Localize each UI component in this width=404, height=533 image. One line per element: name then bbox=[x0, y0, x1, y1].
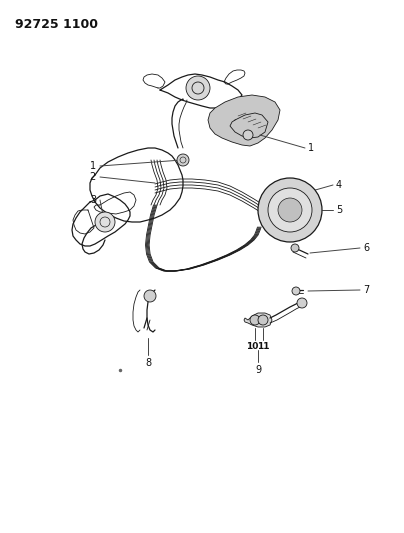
Text: 9: 9 bbox=[255, 365, 261, 375]
Circle shape bbox=[258, 178, 322, 242]
Text: 6: 6 bbox=[363, 243, 369, 253]
Circle shape bbox=[250, 315, 260, 325]
Text: 2: 2 bbox=[90, 172, 96, 182]
Text: 5: 5 bbox=[336, 205, 342, 215]
Text: 10: 10 bbox=[246, 342, 258, 351]
Circle shape bbox=[177, 154, 189, 166]
Circle shape bbox=[297, 298, 307, 308]
Text: 7: 7 bbox=[363, 285, 369, 295]
Circle shape bbox=[95, 212, 115, 232]
Circle shape bbox=[258, 315, 268, 325]
Polygon shape bbox=[264, 200, 316, 220]
Circle shape bbox=[291, 244, 299, 252]
Text: 92725 1100: 92725 1100 bbox=[15, 18, 98, 31]
Text: 1: 1 bbox=[90, 161, 96, 171]
Polygon shape bbox=[244, 313, 272, 327]
Text: 11: 11 bbox=[257, 342, 269, 351]
Polygon shape bbox=[208, 95, 280, 146]
Text: 3: 3 bbox=[90, 195, 96, 205]
Text: 4: 4 bbox=[336, 180, 342, 190]
Circle shape bbox=[186, 76, 210, 100]
Text: 8: 8 bbox=[145, 358, 151, 368]
Circle shape bbox=[268, 188, 312, 232]
Circle shape bbox=[144, 290, 156, 302]
Circle shape bbox=[278, 198, 302, 222]
Text: 1: 1 bbox=[308, 143, 314, 153]
Circle shape bbox=[292, 287, 300, 295]
Circle shape bbox=[243, 130, 253, 140]
